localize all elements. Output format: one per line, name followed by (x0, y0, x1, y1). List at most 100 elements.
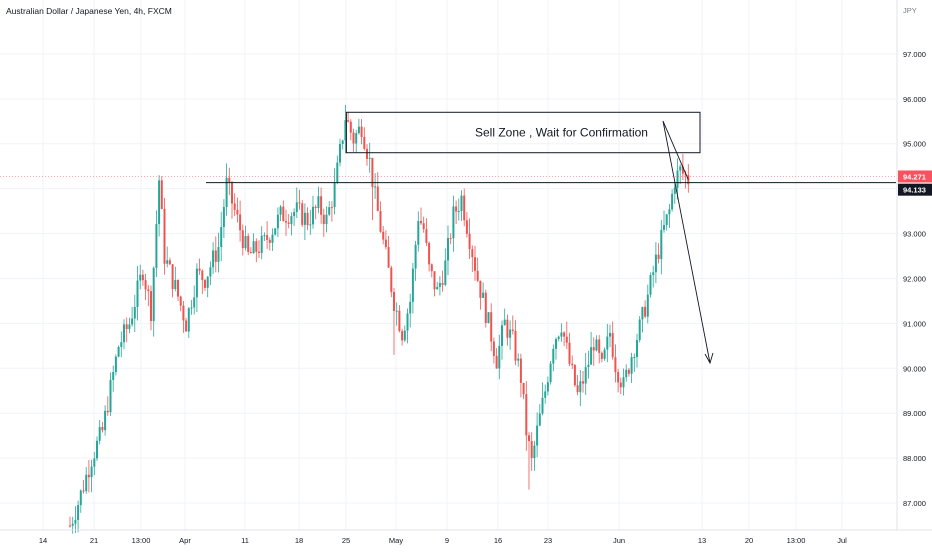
candle-body (303, 212, 306, 225)
candle-body (379, 211, 382, 232)
candle-body (120, 342, 123, 347)
candle-body (263, 235, 266, 237)
current-price-label: 94.271 (903, 172, 926, 181)
candle-body (422, 223, 425, 230)
candle-body (114, 356, 117, 372)
candle-body (244, 236, 247, 249)
candle-body (633, 356, 636, 358)
candle-body (357, 126, 360, 134)
candle-body (266, 235, 269, 240)
candle-body (71, 523, 74, 526)
candle-body (484, 292, 487, 323)
candle-body (363, 136, 366, 149)
candle-body (382, 231, 385, 240)
candle-body (268, 239, 271, 243)
candle-body (393, 292, 395, 311)
candle-body (552, 348, 555, 364)
candle-body (77, 505, 80, 521)
candle-body (495, 355, 498, 369)
candle-body (438, 283, 441, 287)
candle-body (136, 280, 139, 307)
candle-body (525, 394, 528, 436)
candle-body (652, 272, 655, 276)
candle-body (619, 382, 622, 388)
candle-body (276, 214, 279, 229)
candle-body (533, 445, 536, 459)
candle-body (125, 324, 128, 330)
level-price-label-bg (898, 183, 932, 196)
candle-body (568, 342, 571, 364)
candle-body (679, 166, 682, 171)
candle-body (447, 238, 449, 261)
candle-body (625, 369, 628, 378)
candle-body (171, 264, 174, 289)
x-tick-label: 13:00 (787, 536, 806, 545)
candle-body (511, 329, 514, 331)
projection-arrow-line[interactable] (662, 120, 711, 364)
candle-body (590, 347, 593, 365)
candle-body (355, 133, 358, 144)
candle-body (644, 306, 647, 317)
candle-body (139, 274, 142, 281)
candle-body (260, 235, 263, 254)
x-tick-label: 9 (445, 536, 449, 545)
candle-body (482, 292, 485, 298)
candle-body (101, 427, 104, 431)
candle-body (544, 391, 547, 398)
candle-body (430, 264, 433, 272)
candle-body (565, 336, 568, 343)
candle-body (195, 268, 198, 298)
candle-body (150, 291, 152, 321)
candle-body (603, 349, 606, 359)
candle-body (598, 339, 601, 353)
candle-body (312, 206, 314, 225)
y-tick-label: 93.000 (903, 230, 926, 239)
y-tick-label: 95.000 (903, 140, 926, 149)
candle-body (409, 301, 412, 314)
candle-body (573, 365, 576, 386)
candle-body (611, 333, 614, 358)
candle-body (398, 310, 401, 332)
candle-body (638, 319, 641, 341)
sell-zone-box[interactable] (345, 111, 701, 154)
candle-body (609, 333, 611, 337)
candle-body (587, 364, 590, 368)
candle-body (665, 214, 668, 226)
y-tick-label: 88.000 (903, 454, 926, 463)
time-axis[interactable]: 14 21 13:00 Apr 11 18 25 May 9 16 23 Jun 13 20 13:00 Ju… (0, 529, 932, 545)
candle-body (74, 520, 77, 524)
candle-body (93, 458, 96, 467)
x-tick-label: 14 (39, 536, 47, 545)
candle-body (214, 250, 217, 262)
x-tick-labels: 14 21 13:00 Apr 11 18 25 May 9 16 23 Jun 13 20 13:00 Ju… (39, 536, 847, 545)
candle-body (239, 214, 242, 231)
candle-body (131, 318, 134, 325)
candle-body (325, 214, 328, 225)
candle-body (158, 180, 161, 225)
price-axis[interactable]: JPY 87.000 88.000 89.000 90.000 91.000 92.000… (896, 0, 932, 530)
candle-body (595, 339, 598, 351)
candle-body (452, 206, 455, 239)
candle-body (82, 490, 85, 492)
candle-body (85, 474, 88, 492)
candle-body (69, 525, 71, 527)
annotation-layer[interactable]: Sell Zone , Wait for Confirmation (0, 111, 896, 365)
candle-body (228, 177, 231, 183)
candle-body (98, 427, 101, 441)
y-tick-label: 90.000 (903, 364, 926, 373)
x-tick-label: Jun (613, 536, 625, 545)
candle-body (428, 242, 431, 265)
candle-body (606, 336, 609, 350)
candle-body (401, 331, 404, 341)
x-tick-label: Apr (179, 536, 191, 545)
candle-body (206, 276, 209, 288)
candle-body (225, 177, 228, 208)
candle-body (160, 180, 163, 209)
candle-body (681, 166, 684, 174)
candle-body (627, 369, 630, 374)
y-tick-label: 89.000 (903, 409, 926, 418)
candle-body (522, 382, 525, 395)
candle-body (168, 260, 171, 265)
